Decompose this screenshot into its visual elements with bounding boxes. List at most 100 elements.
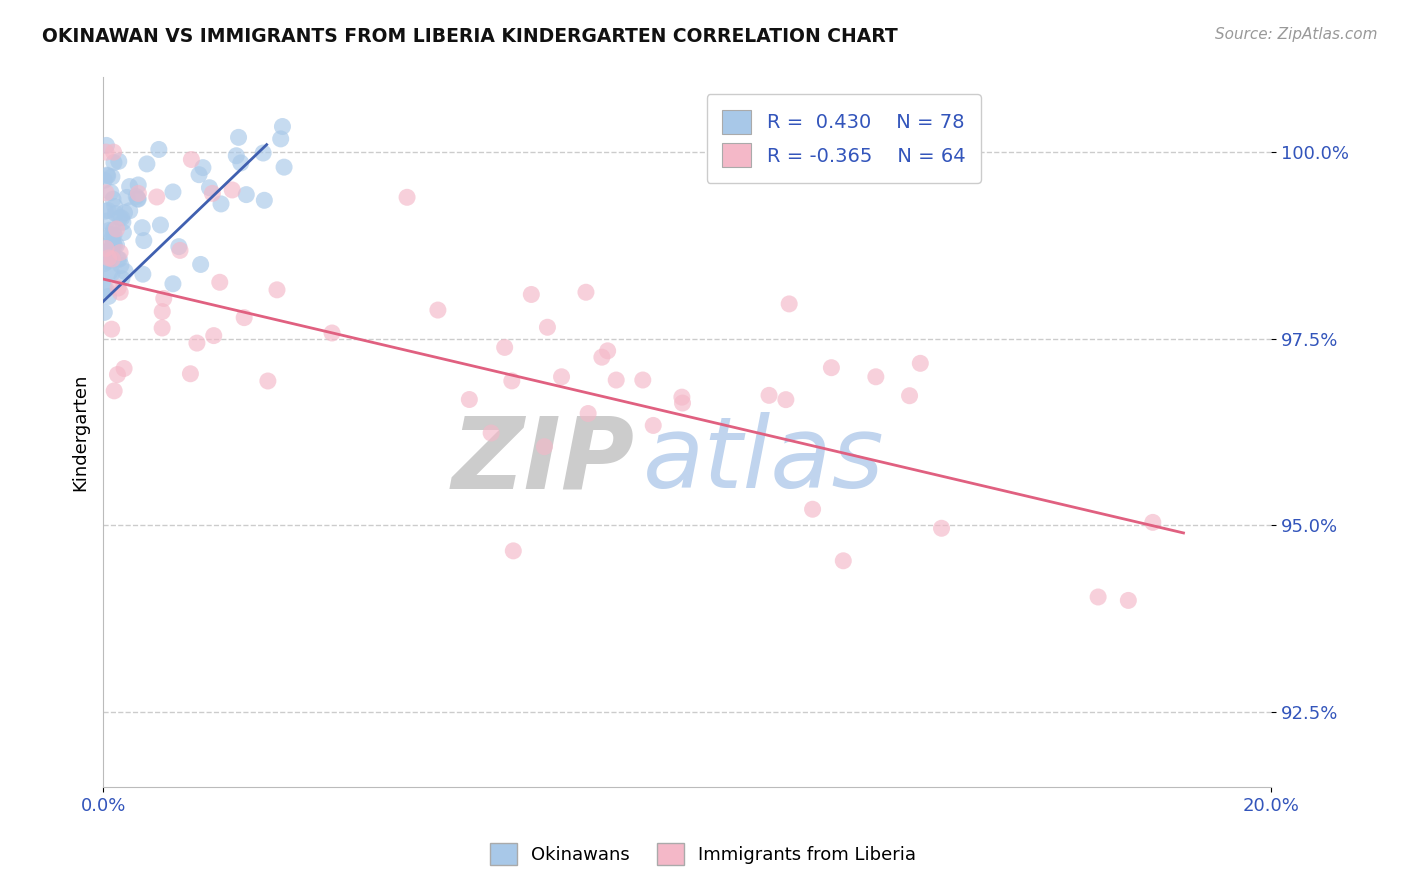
Point: [152, 292, 174, 306]
Point: [643, 418, 665, 433]
Point: [273, 160, 295, 174]
Point: [271, 120, 294, 134]
Point: [671, 396, 693, 410]
Point: [801, 502, 824, 516]
Point: [132, 267, 155, 281]
Point: [93, 173, 115, 187]
Point: [321, 326, 343, 340]
Point: [108, 211, 131, 225]
Point: [135, 157, 157, 171]
Point: [145, 190, 167, 204]
Point: [103, 145, 125, 160]
Point: [190, 257, 212, 271]
Point: [107, 252, 129, 266]
Point: [101, 266, 124, 280]
Point: [108, 245, 131, 260]
Point: [502, 544, 524, 558]
Point: [97, 169, 120, 183]
Point: [101, 169, 124, 184]
Point: [820, 360, 842, 375]
Point: [105, 222, 128, 236]
Legend: R =  0.430    N = 78, R = -0.365    N = 64: R = 0.430 N = 78, R = -0.365 N = 64: [707, 95, 981, 183]
Point: [97, 203, 120, 218]
Point: [233, 310, 256, 325]
Point: [103, 227, 125, 242]
Y-axis label: Kindergarten: Kindergarten: [72, 374, 89, 491]
Point: [110, 259, 132, 273]
Point: [575, 285, 598, 300]
Point: [191, 161, 214, 175]
Point: [103, 238, 125, 252]
Point: [103, 155, 125, 169]
Point: [605, 373, 627, 387]
Point: [100, 246, 122, 260]
Point: [169, 244, 191, 258]
Point: [202, 328, 225, 343]
Point: [426, 303, 449, 318]
Point: [188, 168, 211, 182]
Point: [97, 251, 120, 265]
Point: [396, 190, 419, 204]
Point: [550, 369, 572, 384]
Point: [114, 264, 136, 278]
Point: [180, 153, 202, 167]
Point: [94, 204, 117, 219]
Point: [94, 145, 117, 160]
Point: [252, 146, 274, 161]
Point: [112, 226, 135, 240]
Point: [98, 237, 121, 252]
Point: [96, 168, 118, 182]
Point: [101, 192, 124, 206]
Point: [1118, 593, 1140, 607]
Point: [115, 190, 138, 204]
Point: [533, 440, 555, 454]
Point: [201, 186, 224, 201]
Text: atlas: atlas: [643, 412, 884, 509]
Point: [96, 214, 118, 228]
Point: [931, 521, 953, 535]
Point: [631, 373, 654, 387]
Point: [103, 236, 125, 251]
Point: [131, 220, 153, 235]
Point: [596, 343, 619, 358]
Point: [167, 239, 190, 253]
Point: [536, 320, 558, 334]
Point: [100, 241, 122, 255]
Point: [111, 211, 134, 225]
Point: [758, 388, 780, 402]
Point: [100, 186, 122, 200]
Point: [98, 265, 121, 279]
Point: [94, 241, 117, 255]
Point: [162, 185, 184, 199]
Point: [458, 392, 481, 407]
Point: [148, 143, 170, 157]
Point: [910, 356, 932, 370]
Legend: Okinawans, Immigrants from Liberia: Okinawans, Immigrants from Liberia: [481, 834, 925, 874]
Point: [101, 247, 124, 261]
Point: [94, 282, 117, 296]
Point: [98, 244, 121, 258]
Point: [150, 321, 173, 335]
Point: [107, 154, 129, 169]
Point: [266, 283, 288, 297]
Point: [253, 194, 276, 208]
Point: [127, 186, 149, 201]
Point: [107, 281, 129, 295]
Point: [501, 374, 523, 388]
Point: [149, 218, 172, 232]
Point: [107, 368, 129, 382]
Point: [494, 340, 516, 354]
Point: [186, 336, 208, 351]
Point: [127, 178, 149, 192]
Point: [100, 322, 122, 336]
Point: [100, 244, 122, 259]
Point: [98, 223, 121, 237]
Point: [235, 187, 257, 202]
Point: [1087, 590, 1109, 604]
Point: [118, 179, 141, 194]
Point: [127, 192, 149, 206]
Point: [179, 367, 201, 381]
Text: ZIP: ZIP: [451, 412, 634, 509]
Point: [775, 392, 797, 407]
Point: [257, 374, 280, 388]
